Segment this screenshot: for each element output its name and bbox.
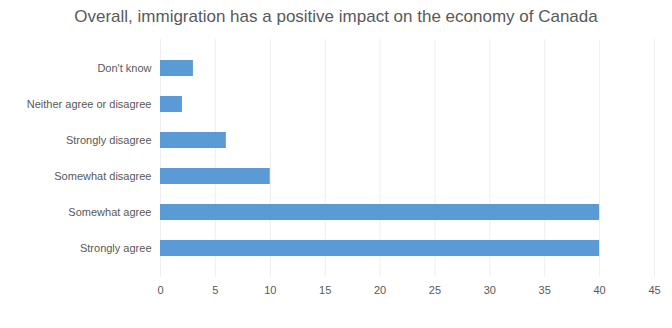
svg-text:Somewhat disagree: Somewhat disagree	[54, 170, 151, 182]
svg-text:Strongly disagree: Strongly disagree	[66, 134, 152, 146]
svg-text:15: 15	[319, 284, 331, 296]
svg-text:40: 40	[593, 284, 605, 296]
svg-text:20: 20	[374, 284, 386, 296]
svg-text:Strongly agree: Strongly agree	[80, 242, 152, 254]
svg-text:0: 0	[157, 284, 163, 296]
svg-text:30: 30	[484, 284, 496, 296]
svg-text:5: 5	[212, 284, 218, 296]
svg-text:10: 10	[264, 284, 276, 296]
svg-text:45: 45	[648, 284, 660, 296]
svg-text:Neither agree or disagree: Neither agree or disagree	[27, 98, 152, 110]
svg-text:25: 25	[429, 284, 441, 296]
html-text:Overall, immigration has a pos: Overall, immigration has a positive impa…	[74, 7, 598, 26]
svg-text:35: 35	[539, 284, 551, 296]
svg-text:Don't know: Don't know	[97, 62, 151, 74]
svg-text:Somewhat agree: Somewhat agree	[68, 206, 151, 218]
